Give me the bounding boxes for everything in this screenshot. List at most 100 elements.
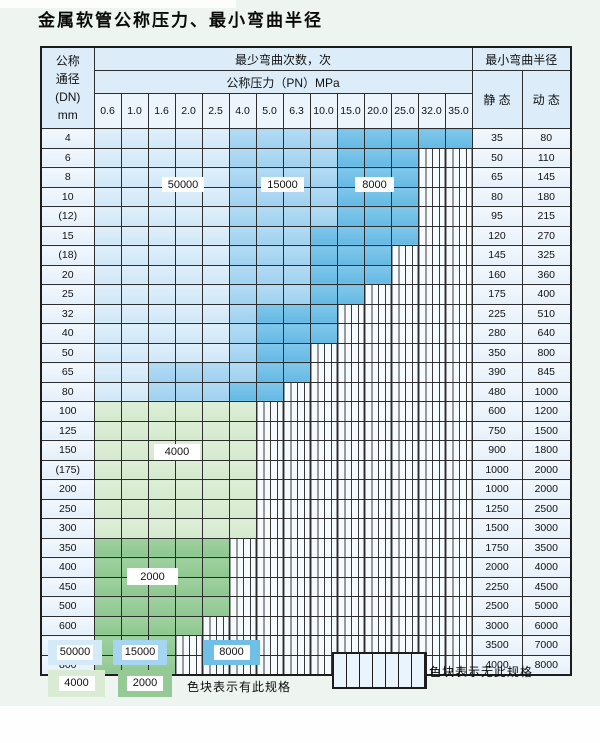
no-spec-cell	[444, 498, 473, 519]
dynamic-cell: 1800	[521, 440, 572, 461]
no-spec-cell	[417, 498, 446, 519]
no-spec-cell	[417, 186, 446, 207]
spec-cell-50000	[93, 206, 122, 227]
dynamic-cell: 3500	[521, 537, 572, 558]
dn-cell: 8	[40, 167, 95, 188]
dn-cell: 100	[40, 401, 95, 422]
no-spec-cell	[390, 284, 419, 305]
no-spec-cell	[417, 537, 446, 558]
spec-cell-4000	[147, 479, 176, 500]
no-spec-cell	[390, 440, 419, 461]
dynamic-cell: 1000	[521, 381, 572, 402]
no-spec-cell	[255, 498, 284, 519]
cycles-overlay-2000: 2000	[127, 568, 178, 585]
legend-label: 4000	[58, 676, 95, 691]
spec-cell-8000	[363, 128, 392, 149]
spec-cell-50000	[147, 206, 176, 227]
spec-cell-50000	[93, 186, 122, 207]
static-cell: 65	[471, 167, 523, 188]
spec-cell-50000	[93, 264, 122, 285]
spec-cell-50000	[120, 381, 149, 402]
spec-cell-8000	[228, 381, 257, 402]
no-spec-cell	[444, 635, 473, 656]
table-row: 50 350 800	[40, 342, 572, 363]
dn-header-line: 公称	[55, 54, 80, 68]
dn-cell: 4	[40, 128, 95, 149]
spec-cell-8000	[282, 362, 311, 383]
table-body: 4 35 80 6 50 110 8 65 145 10 80 180 (12) 95 215 15 120 27…	[40, 128, 572, 676]
no-spec-cell	[390, 557, 419, 578]
no-spec-cell	[444, 186, 473, 207]
no-spec-cell	[255, 537, 284, 558]
no-spec-cell	[444, 401, 473, 422]
no-spec-cell	[363, 381, 392, 402]
static-cell: 120	[471, 225, 523, 246]
dn-header-line: 通径	[55, 72, 80, 86]
spec-cell-8000	[363, 206, 392, 227]
static-cell: 145	[471, 245, 523, 266]
spec-cell-50000	[147, 245, 176, 266]
spec-cell-4000	[201, 420, 230, 441]
spec-cell-50000	[201, 128, 230, 149]
no-spec-cell	[309, 342, 338, 363]
no-spec-cell	[363, 323, 392, 344]
spec-cell-15000	[309, 128, 338, 149]
spec-cell-15000	[228, 362, 257, 383]
cycles-overlay-50000: 50000	[162, 177, 204, 192]
static-cell: 600	[471, 401, 523, 422]
spec-cell-50000	[147, 147, 176, 168]
dynamic-cell: 1200	[521, 401, 572, 422]
spec-cell-4000	[228, 420, 257, 441]
static-cell: 175	[471, 284, 523, 305]
static-cell: 1250	[471, 498, 523, 519]
no-spec-cell	[255, 635, 284, 656]
no-spec-cell	[444, 459, 473, 480]
legend-label: 2000	[127, 676, 163, 691]
spec-cell-15000	[282, 128, 311, 149]
spec-cell-4000	[93, 518, 122, 539]
table-row: 200 1000 2000	[40, 479, 572, 500]
no-spec-cell	[363, 498, 392, 519]
legend-has-spec-note: 色块表示有此规格	[187, 680, 292, 694]
no-spec-cell	[417, 147, 446, 168]
no-spec-cell	[282, 654, 311, 676]
no-spec-cell	[444, 362, 473, 383]
spec-cell-50000	[147, 342, 176, 363]
spec-cell-50000	[120, 128, 149, 149]
spec-cell-8000	[336, 264, 365, 285]
legend-label: 8000	[213, 645, 250, 660]
dynamic-cell: 510	[521, 303, 572, 324]
no-spec-cell	[417, 381, 446, 402]
no-spec-cell	[363, 420, 392, 441]
spec-cell-50000	[93, 128, 122, 149]
spec-cell-50000	[93, 167, 122, 188]
static-cell: 480	[471, 381, 523, 402]
spec-cell-8000	[309, 264, 338, 285]
static-cell: 900	[471, 440, 523, 461]
spec-cell-15000	[255, 225, 284, 246]
dn-cell: 80	[40, 381, 95, 402]
static-cell: 50	[471, 147, 523, 168]
spec-cell-50000	[147, 128, 176, 149]
spec-cell-8000	[336, 284, 365, 305]
spec-cell-50000	[201, 186, 230, 207]
spec-cell-4000	[174, 479, 203, 500]
no-spec-cell	[417, 576, 446, 597]
dynamic-cell: 7000	[521, 635, 572, 656]
spec-cell-50000	[120, 323, 149, 344]
no-spec-cell	[309, 401, 338, 422]
legend-swatch-2000: 2000	[118, 670, 172, 697]
table-row: (175) 1000 2000	[40, 459, 572, 480]
spec-cell-50000	[174, 323, 203, 344]
no-spec-cell	[444, 654, 473, 676]
no-spec-cell	[417, 557, 446, 578]
no-spec-cell	[336, 323, 365, 344]
no-spec-cell	[417, 225, 446, 246]
no-spec-cell	[444, 245, 473, 266]
spec-cell-15000	[228, 264, 257, 285]
dn-cell: 400	[40, 557, 95, 578]
spec-cell-50000	[147, 225, 176, 246]
spec-cell-15000	[228, 323, 257, 344]
no-spec-cell	[363, 557, 392, 578]
spec-cell-50000	[201, 323, 230, 344]
